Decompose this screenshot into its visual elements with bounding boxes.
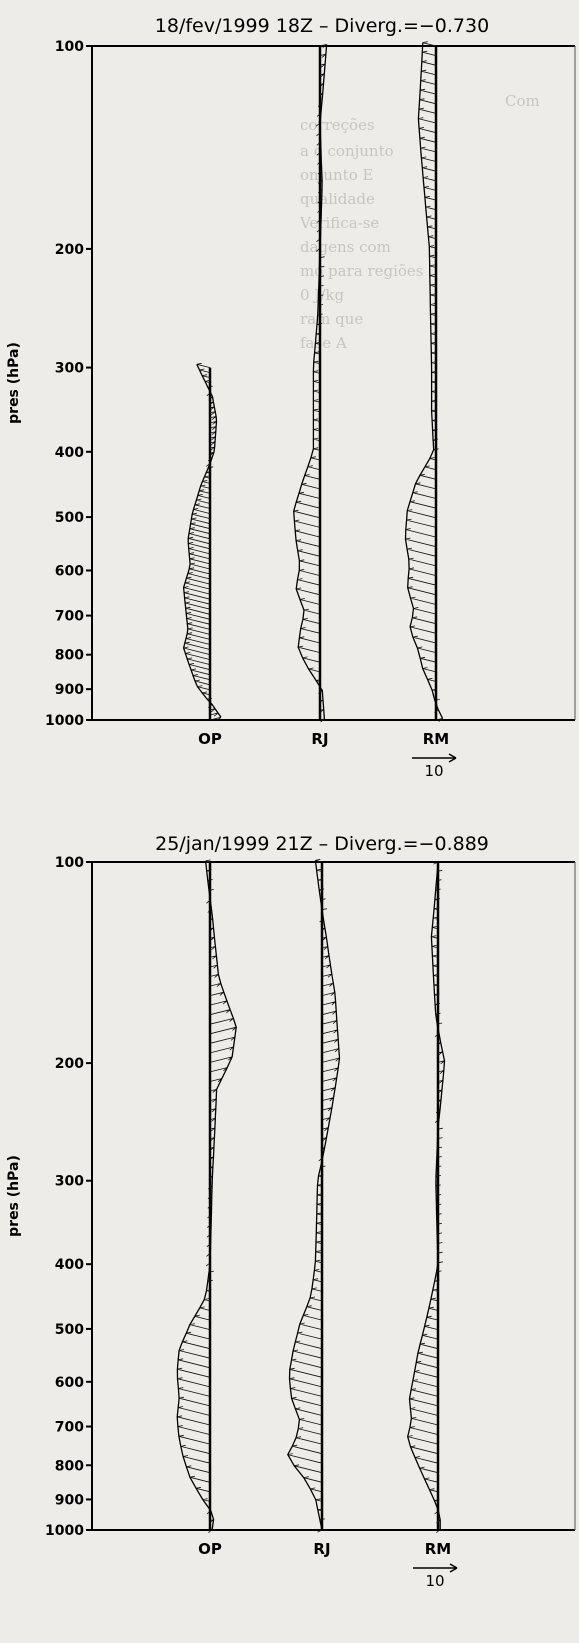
wind-profile-rj	[293, 44, 328, 723]
y-tick-label: 300	[55, 1174, 84, 1190]
wind-profile-op	[176, 859, 237, 1534]
wind-profile-op	[182, 362, 222, 721]
y-tick-label: 200	[55, 1056, 84, 1072]
scale-arrow-label: 10	[425, 1572, 444, 1590]
profile-outline	[182, 364, 222, 718]
wind-arrows	[405, 41, 443, 722]
y-tick-label: 800	[55, 648, 84, 664]
y-axis-label: pres (hPa)	[6, 1155, 22, 1237]
station-label-rj: RJ	[311, 730, 328, 748]
profile-outline	[404, 42, 444, 719]
station-label-rj: RJ	[313, 1540, 330, 1558]
y-tick-label: 1000	[45, 713, 84, 729]
station-label-rm: RM	[423, 730, 449, 748]
wind-arrows	[293, 44, 327, 723]
wind-profile-rj	[287, 858, 341, 1533]
y-tick-label: 100	[55, 39, 84, 55]
y-tick-label: 500	[55, 1322, 84, 1338]
y-tick-label: 400	[55, 445, 84, 461]
y-tick-label: 800	[55, 1458, 84, 1474]
y-tick-label: 600	[55, 1375, 84, 1391]
y-tick-label: 400	[55, 1257, 84, 1273]
profile-outline	[176, 860, 237, 1530]
station-label-op: OP	[198, 730, 222, 748]
y-tick-label: 500	[55, 510, 84, 526]
chart-panel-bottom: 25/jan/1999 21Z – Diverg.=−0.889 100 200 30…	[0, 812, 579, 1643]
profile-outline	[287, 860, 341, 1531]
y-tick-label: 600	[55, 563, 84, 579]
y-tick-label: 700	[55, 609, 84, 625]
profile-outline	[407, 861, 446, 1530]
wind-profile-chart-bottom: 25/jan/1999 21Z – Diverg.=−0.889 100 200 30…	[6, 833, 576, 1590]
scale-arrow-head	[448, 753, 457, 763]
chart-title: 25/jan/1999 21Z – Diverg.=−0.889	[155, 833, 489, 855]
y-tick-label: 900	[55, 1492, 84, 1508]
wind-arrows	[177, 859, 237, 1534]
wind-profile-chart-top: 18/fev/1999 18Z – Diverg.=−0.730 100 200 30…	[6, 15, 576, 780]
scale-arrow-label: 10	[424, 762, 443, 780]
scale-arrow-head	[449, 1563, 458, 1573]
wind-profile-rm	[407, 861, 446, 1534]
y-tick-label: 900	[55, 682, 84, 698]
station-label-rm: RM	[425, 1540, 451, 1558]
wind-profile-rm	[404, 41, 444, 722]
chart-panel-top: 18/fev/1999 18Z – Diverg.=−0.730 100 200 30…	[0, 0, 579, 812]
y-axis-label: pres (hPa)	[6, 342, 22, 424]
wind-arrows	[287, 858, 340, 1533]
y-tick-label: 700	[55, 1420, 84, 1436]
y-tick-label: 200	[55, 242, 84, 258]
chart-title: 18/fev/1999 18Z – Diverg.=−0.730	[155, 15, 489, 37]
y-tick-label: 100	[55, 855, 84, 871]
station-label-op: OP	[198, 1540, 222, 1558]
y-tick-label: 300	[55, 361, 84, 377]
profile-outline	[293, 44, 328, 719]
wind-arrows	[183, 362, 222, 721]
y-tick-label: 1000	[45, 1523, 84, 1539]
